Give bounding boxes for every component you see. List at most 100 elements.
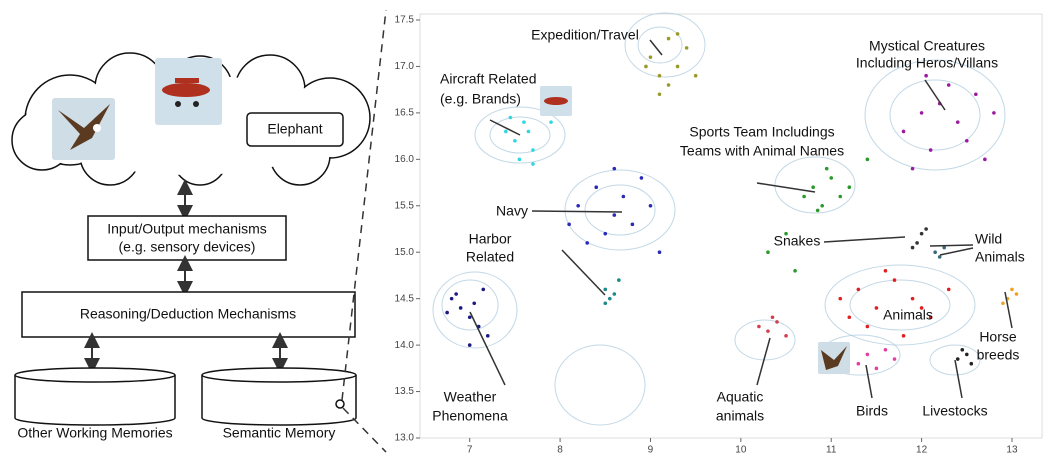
contour <box>864 59 1006 171</box>
point <box>630 222 635 227</box>
annotation: (e.g. Brands) <box>440 91 521 107</box>
point <box>508 115 513 120</box>
point <box>549 120 553 124</box>
annotation: Phenomena <box>432 408 508 424</box>
annotation: Sports Team Includings <box>689 124 834 140</box>
annotation-arrow <box>756 182 816 193</box>
point <box>969 361 974 366</box>
point <box>467 315 472 320</box>
annotation: Mystical Creatures <box>869 38 985 54</box>
point <box>910 166 915 171</box>
x-tick-label: 8 <box>557 445 563 456</box>
point <box>883 347 888 352</box>
point <box>770 315 775 320</box>
elephant-label: Elephant <box>267 121 322 137</box>
zoom-line <box>342 407 387 453</box>
point <box>603 287 608 292</box>
point <box>675 32 680 36</box>
zoom-line <box>341 9 387 401</box>
annotation-arrow <box>469 311 506 386</box>
contour <box>441 279 499 331</box>
point <box>458 306 463 310</box>
point <box>784 334 788 338</box>
contour <box>734 319 796 361</box>
point <box>472 301 477 306</box>
contour <box>432 271 518 349</box>
memory-label: Other Working Memories <box>17 425 172 441</box>
plot-frame <box>419 13 1043 439</box>
point <box>1010 287 1014 292</box>
point <box>928 148 933 152</box>
point <box>648 55 653 59</box>
cylinders <box>14 367 357 426</box>
point <box>522 120 526 124</box>
point <box>874 306 879 310</box>
point <box>919 306 924 310</box>
contour <box>849 279 951 331</box>
annotation: Birds <box>856 403 888 419</box>
annotation-arrow <box>531 210 623 213</box>
x-tick-label: 12 <box>916 445 928 456</box>
point <box>513 138 517 143</box>
annotation: Aquatic <box>717 389 764 405</box>
contour <box>889 79 981 151</box>
contour <box>624 12 706 78</box>
contour <box>474 106 566 164</box>
point <box>617 278 621 282</box>
annotation-arrow <box>924 79 946 111</box>
point <box>919 111 924 115</box>
annotation-arrow <box>1004 291 1013 329</box>
annotation-arrow <box>954 359 963 399</box>
annotation-arrow <box>561 249 606 296</box>
contour <box>824 264 976 346</box>
point <box>811 185 815 189</box>
contour <box>637 26 683 64</box>
point <box>824 166 829 171</box>
point <box>621 194 626 199</box>
point <box>531 148 535 152</box>
annotation: Weather <box>444 389 497 405</box>
point <box>517 157 522 162</box>
annotation: animals <box>716 408 764 424</box>
point <box>955 357 960 361</box>
point <box>793 269 797 273</box>
annotation: Expedition/Travel <box>531 27 639 43</box>
point <box>1001 301 1005 306</box>
point <box>657 92 662 97</box>
point <box>666 36 671 41</box>
plane-image <box>155 58 222 125</box>
point <box>784 231 788 236</box>
point <box>603 301 608 306</box>
point <box>603 231 608 236</box>
point <box>657 73 662 78</box>
x-tick-label: 11 <box>826 445 837 456</box>
annotation-arrow <box>939 247 974 256</box>
point <box>449 296 454 301</box>
point <box>915 241 919 245</box>
io-label: Input/Output mechanisms <box>107 221 267 237</box>
point <box>910 245 915 250</box>
point <box>960 347 965 352</box>
point <box>883 269 888 273</box>
point <box>892 357 897 361</box>
point <box>937 255 942 259</box>
point <box>928 315 933 320</box>
point <box>504 129 508 134</box>
y-tick-label: 14.5 <box>395 293 415 304</box>
contour <box>584 184 656 236</box>
point <box>924 73 928 78</box>
annotation: Livestocks <box>922 403 987 419</box>
annotation: Aircraft Related <box>440 71 536 87</box>
point <box>757 324 761 329</box>
point <box>766 250 770 255</box>
point <box>865 324 870 329</box>
point <box>481 287 486 292</box>
point <box>766 329 770 333</box>
annotation-arrow <box>756 337 771 386</box>
point <box>815 208 820 213</box>
annotation: Animals <box>883 307 933 323</box>
annotation-arrow <box>823 236 906 243</box>
point <box>829 176 834 180</box>
annotation: Harbor <box>469 231 512 247</box>
plane-thumb <box>544 97 568 105</box>
